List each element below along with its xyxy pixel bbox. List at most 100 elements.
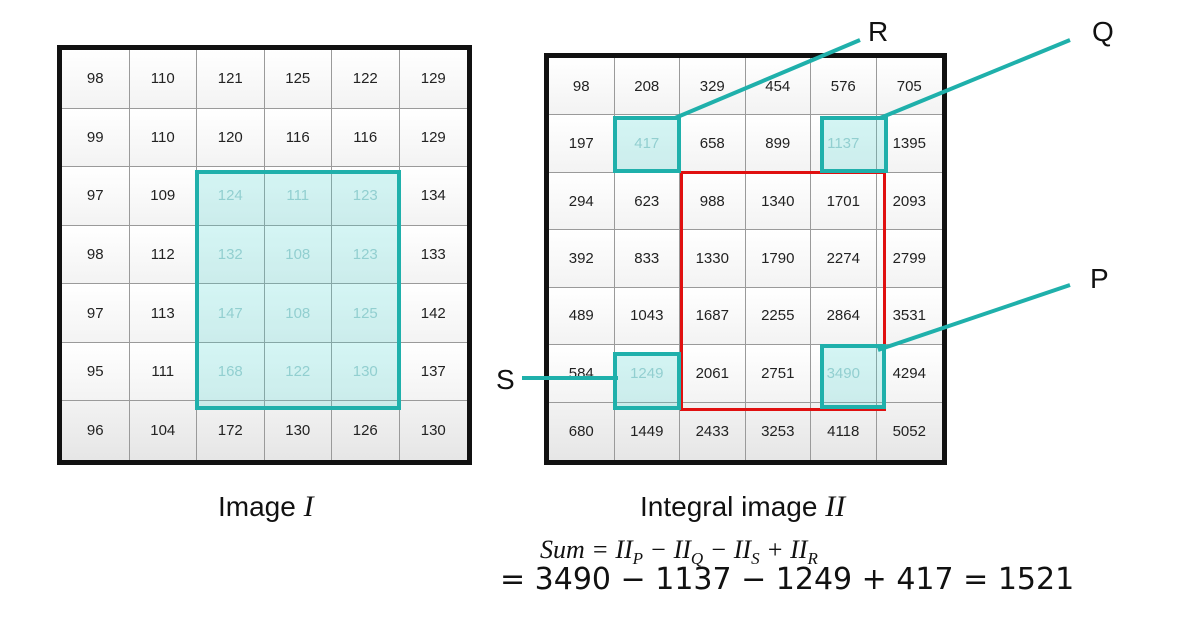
image-cell: 126 [332,401,400,460]
image-cell: 97 [62,284,130,343]
image-cell: 133 [399,225,467,285]
image-cell: 122 [332,50,400,109]
integral-cell: 2061 [680,345,746,403]
image-cell: 104 [129,401,197,460]
formula-term-r: IIR [790,535,818,569]
integral-cell: 4294 [876,345,942,403]
formula-eq: = [591,535,609,564]
image-cell: 98 [62,225,130,285]
image-cell: 99 [62,108,130,168]
image-cell: 125 [332,284,400,343]
formula-op3: + [766,535,784,564]
image-cell: 111 [264,167,332,226]
label-r: R [868,16,889,47]
image-cell: 121 [197,50,265,109]
image-cell: 172 [197,401,265,460]
integral-cell: 417 [614,115,680,173]
image-cell: 110 [129,108,197,168]
formula-term-q: IIQ [673,535,704,569]
image-caption-text: Image [218,491,296,522]
integral-cell: 2433 [680,402,746,460]
image-caption-symbol: I [303,490,314,523]
image-cell: 129 [399,108,467,168]
integral-cell: 208 [614,58,680,116]
formula-op2: − [709,535,728,564]
image-cell: 129 [399,50,467,109]
sum-formula: Sum = IIP − IIQ − IIS + IIR [540,535,818,569]
integral-cell: 3531 [876,287,942,346]
image-caption: Image I [218,490,314,524]
image-cell: 96 [62,401,130,460]
integral-cell: 623 [614,172,680,231]
integral-caption-text: Integral image [640,491,818,522]
integral-cell: 1043 [614,287,680,346]
integral-cell: 2255 [745,287,811,346]
integral-caption: Integral image II [640,490,845,524]
integral-caption-symbol: II [825,490,846,523]
image-cell: 116 [332,108,400,168]
integral-cell: 1701 [811,172,877,231]
integral-cell: 576 [811,58,877,116]
image-cell: 112 [129,225,197,285]
image-cell: 97 [62,167,130,226]
integral-cell: 658 [680,115,746,173]
image-cell: 111 [129,342,197,402]
image-cell: 132 [197,225,265,285]
integral-cell: 3253 [745,402,811,460]
integral-cell: 1340 [745,172,811,231]
image-cell: 95 [62,342,130,402]
integral-cell: 1687 [680,287,746,346]
integral-cell: 705 [876,58,942,116]
image-cell: 108 [264,225,332,285]
integral-cell: 329 [680,58,746,116]
image-cell: 134 [399,167,467,226]
image-cell: 98 [62,50,130,109]
image-cell: 168 [197,342,265,402]
integral-cell: 392 [549,230,615,288]
image-cell: 108 [264,284,332,343]
integral-image-grid: 98 208 329 454 576 705 197 417 658 899 1137 1395 294… [544,53,947,465]
image-cell: 142 [399,284,467,343]
integral-cell: 5052 [876,402,942,460]
image-cell: 123 [332,167,400,226]
sum-calculation: = 3490 − 1137 − 1249 + 417 = 1521 [500,562,1075,597]
integral-cell: 2274 [811,230,877,288]
label-p: P [1090,263,1109,294]
image-cell: 125 [264,50,332,109]
image-cell: 147 [197,284,265,343]
integral-cell: 2093 [876,172,942,231]
label-q: Q [1092,16,1114,47]
formula-op1: − [649,535,668,564]
integral-cell: 833 [614,230,680,288]
image-cell: 109 [129,167,197,226]
integral-cell: 489 [549,287,615,346]
integral-cell: 98 [549,58,615,116]
image-cell: 120 [197,108,265,168]
integral-cell: 2864 [811,287,877,346]
image-cell: 124 [197,167,265,226]
integral-cell: 2751 [745,345,811,403]
formula-term-s: IIS [733,535,760,569]
integral-cell: 1137 [811,115,877,173]
integral-cell: 1790 [745,230,811,288]
integral-cell: 899 [745,115,811,173]
integral-cell: 1330 [680,230,746,288]
integral-cell: 1449 [614,402,680,460]
label-s: S [496,364,515,395]
image-cell: 137 [399,342,467,402]
image-cell: 116 [264,108,332,168]
image-cell: 110 [129,50,197,109]
formula-term-p: IIP [615,535,644,569]
image-cell: 130 [332,342,400,402]
integral-cell: 988 [680,172,746,231]
image-grid: 98 110 121 125 122 129 99 110 120 116 116 129 97 109 1… [57,45,472,465]
integral-cell: 1249 [614,345,680,403]
image-cell: 113 [129,284,197,343]
integral-cell: 2799 [876,230,942,288]
image-cell: 130 [264,401,332,460]
integral-cell: 4118 [811,402,877,460]
integral-cell: 197 [549,115,615,173]
image-cell: 130 [399,401,467,460]
formula-lhs: Sum [540,535,585,564]
integral-cell: 680 [549,402,615,460]
